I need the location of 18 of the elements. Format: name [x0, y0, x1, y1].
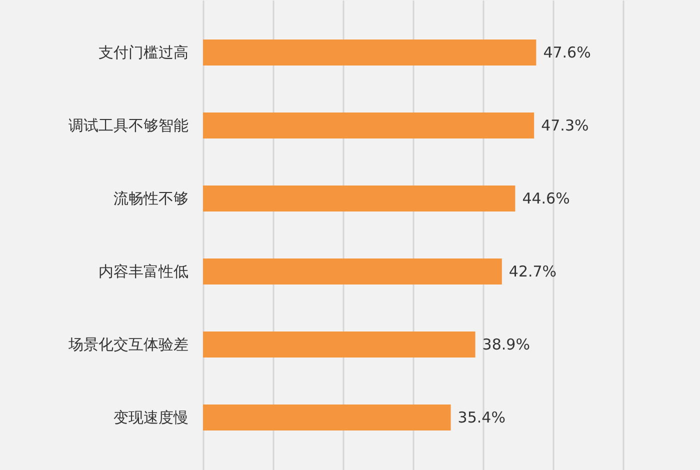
data-label: 35.4% [458, 408, 506, 426]
bar [203, 40, 536, 66]
data-label: 44.6% [522, 190, 570, 208]
y-tick-label: 调试工具不够智能 [68, 116, 188, 135]
bar [203, 186, 516, 212]
data-label: 38.9% [482, 335, 530, 354]
data-label: 47.3% [541, 116, 589, 135]
y-tick-label: 内容丰富性低 [98, 262, 188, 280]
y-tick-label: 流畅性不够 [114, 190, 188, 208]
bar [203, 404, 451, 430]
bar [203, 112, 534, 139]
data-label: 42.7% [508, 262, 557, 280]
y-tick-label: 支付门槛过高 [98, 44, 188, 62]
y-tick-label: 场景化交互体验差 [68, 335, 188, 354]
data-label: 47.6% [543, 44, 591, 62]
bar [203, 331, 476, 358]
y-tick-label: 变现速度慢 [114, 408, 188, 426]
bar [203, 258, 502, 284]
